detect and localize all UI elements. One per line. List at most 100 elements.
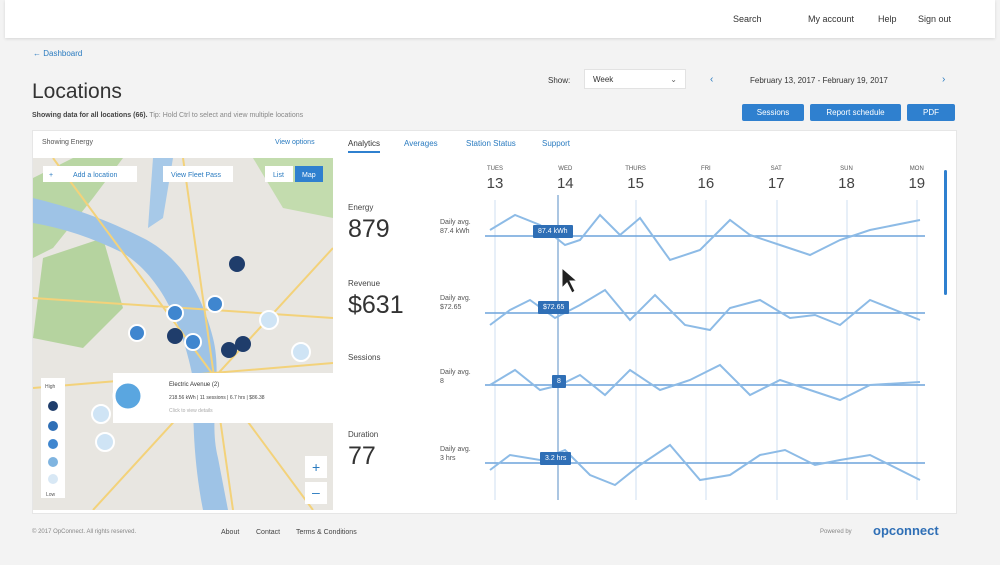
badge: 87.4 kWh [533,225,573,238]
plus: + [49,172,53,179]
avg-label: Daily avg. [440,446,471,453]
avg-value: $72.65 [440,304,462,311]
markers-mid [128,295,224,351]
popup-marker [112,380,144,412]
metric-label: Duration [348,430,379,439]
badge: $72.65 [538,301,570,314]
powered: Powered by [820,529,852,535]
day-date: 14 [556,175,574,192]
markers [167,256,251,358]
badge: 3.2 hrs [540,452,572,465]
show-label: Show: [548,76,571,85]
zoom-out-icon: – [312,484,320,500]
sparklines [485,195,925,500]
prev-week[interactable]: ‹ [710,74,714,85]
legend-dot [48,457,58,467]
park [33,158,123,258]
trend-lines [489,213,921,487]
day-date: 17 [767,175,785,192]
badge: 8 [552,375,566,388]
zoom-out[interactable] [305,482,327,504]
report-button[interactable]: Report schedule [810,104,901,121]
avg-value: 8 [440,378,444,385]
breadcrumb[interactable]: ← Dashboard [33,49,83,58]
day-name: FRI [701,166,711,172]
tip: Tip: Hold Ctrl to select and view multip… [149,112,304,119]
day-name: TUES [486,166,503,172]
day-date: 18 [838,175,855,192]
nav-item[interactable]: Sign out [918,14,952,24]
avg-label: Daily avg. [440,369,471,376]
copyright: © 2017 OpConnect. All rights reserved. [32,529,137,535]
day-name: THURS [625,166,646,172]
nav-item[interactable]: My account [808,14,855,24]
zoom-in[interactable] [305,456,327,478]
map-label[interactable]: Map [302,172,316,179]
avg-label: Daily avg. [440,219,471,226]
popup-link[interactable]: Click to view details [169,408,213,414]
showing: Showing Energy [42,139,93,146]
nav-item[interactable]: Help [878,14,897,24]
avg-value: 3 hrs [440,455,456,462]
tab[interactable]: Station Status [466,139,516,148]
cursor [561,266,579,294]
legend-dot [48,421,58,431]
date-range: February 13, 2017 - February 19, 2017 [750,76,888,85]
brand: opconnect [873,523,939,538]
metric-label: Energy [348,203,374,212]
map-toggle[interactable] [295,166,323,182]
add-location[interactable]: Add a location [73,172,117,179]
footer-link[interactable]: Contact [256,529,281,536]
tab[interactable]: Analytics [348,139,381,153]
day-name: MON [909,166,924,172]
markers-low [91,310,311,452]
footer-link[interactable]: About [221,529,240,536]
fleet[interactable]: View Fleet Pass [171,172,222,179]
pdf-button[interactable]: PDF [907,104,955,121]
day-date: 13 [486,175,504,192]
metric-value: 879 [348,215,390,243]
day-date: 16 [697,175,715,192]
legend-dot [48,439,58,449]
legend-dot [48,401,58,411]
day-date: 19 [908,175,926,192]
popup-stats: 218.56 kWh | 11 sessions | 6.7 hrs | $86… [169,395,265,401]
day-date: 15 [627,175,644,192]
period-value[interactable]: Week [593,75,614,84]
avg-value: 87.4 kWh [440,228,470,235]
day-gridlines [494,200,918,500]
tab[interactable]: Support [542,139,571,148]
subtitle: Showing data for all locations (66). Tip… [32,112,303,119]
next-week[interactable]: › [942,74,946,85]
metric-label: Revenue [348,279,381,288]
metric-value: 77 [348,442,376,470]
avg-label: Daily avg. [440,295,471,302]
day-name: SAT [770,166,782,172]
zoom-in-icon: + [312,459,320,475]
park [33,238,123,348]
scrollbar[interactable] [944,170,947,295]
legend-low: Low [46,492,56,498]
fleet-box[interactable] [163,166,233,182]
sessions-button[interactable]: Sessions [742,104,804,121]
breadcrumb-text[interactable]: Dashboard [43,49,83,58]
avg-lines [485,235,925,464]
list[interactable]: List [273,172,284,179]
tab[interactable]: Averages [404,139,438,148]
popup[interactable] [113,373,333,423]
chevron: ⌄ [670,75,677,84]
metric-label: Sessions [348,353,381,362]
metric-value: $631 [348,291,404,319]
nav-item[interactable]: Search [733,14,762,24]
page-title: Locations [32,80,122,103]
add-location-box[interactable] [43,166,137,182]
footer-link[interactable]: Terms & Conditions [296,529,357,536]
map: + Add a location View Fleet Pass List Ma… [33,158,333,510]
legend-dot [48,474,58,484]
day-name: SUN [840,166,853,172]
subtitle-bold: Showing data for all locations (66). [32,112,148,119]
period-select[interactable]: Week ⌄ [584,69,686,89]
list-toggle[interactable] [265,166,293,182]
view-options[interactable]: View options [275,139,315,146]
